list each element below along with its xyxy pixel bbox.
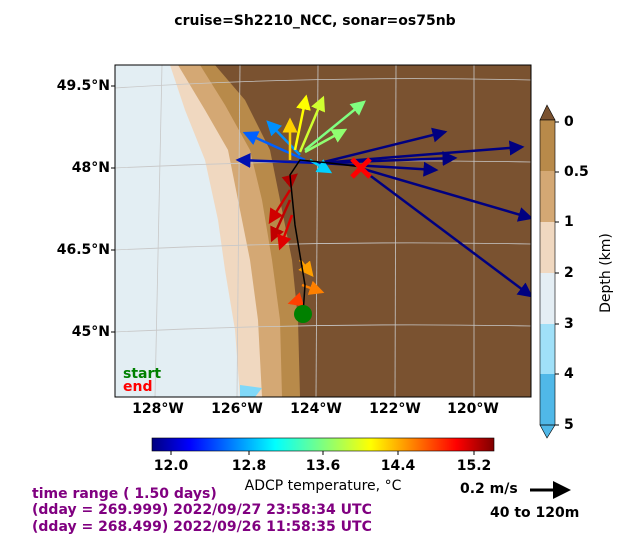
- lat-label: 49.5°N: [57, 78, 110, 94]
- temperature-tick-label: 13.6: [306, 458, 341, 474]
- map: start end: [115, 65, 531, 397]
- time-start: (dday = 268.499) 2022/09/26 11:58:35 UTC: [32, 519, 372, 535]
- lon-label: 124°W: [290, 401, 342, 417]
- time-end: (dday = 269.999) 2022/09/27 23:58:34 UTC: [32, 502, 372, 518]
- title: cruise=Sh2210_NCC, sonar=os75nb: [174, 13, 455, 29]
- scale-speed: 0.2 m/s: [460, 481, 518, 497]
- legend-end: end: [123, 379, 152, 395]
- depth-tick-label: 1: [564, 214, 574, 230]
- legend-start: start: [123, 366, 161, 382]
- depth-tick-label: 5: [564, 417, 574, 433]
- lon-label: 126°W: [211, 401, 263, 417]
- temperature-tick-label: 12.0: [154, 458, 189, 474]
- lat-label: 48°N: [72, 160, 110, 176]
- velocity-vectors: [235, 94, 531, 307]
- lat-label: 46.5°N: [57, 242, 110, 258]
- depth-tick-label: 2: [564, 265, 574, 281]
- depth-label: Depth (km): [598, 233, 614, 313]
- depth-tick-label: 0.5: [564, 164, 589, 180]
- end-marker: [350, 157, 372, 179]
- temperature-label: ADCP temperature, °C: [245, 478, 402, 494]
- time-range: time range ( 1.50 days): [32, 486, 217, 502]
- depth-tick-label: 3: [564, 316, 574, 332]
- lat-label: 45°N: [72, 324, 110, 340]
- lon-label: 120°W: [447, 401, 499, 417]
- temperature-tick-label: 14.4: [381, 458, 416, 474]
- depth-colorbar: Depth (km): [539, 104, 614, 439]
- temperature-tick-label: 15.2: [457, 458, 492, 474]
- depth-tick-label: 4: [564, 366, 574, 382]
- temperature-tick-label: 12.8: [232, 458, 267, 474]
- depth-tick-label: 0: [564, 114, 574, 130]
- scale-depth: 40 to 120m: [490, 505, 579, 521]
- temperature-colorbar: ADCP temperature, °C: [151, 437, 495, 494]
- lon-label: 128°W: [132, 401, 184, 417]
- map-frame: [114, 64, 532, 398]
- lon-label: 122°W: [369, 401, 421, 417]
- start-marker: [294, 305, 312, 323]
